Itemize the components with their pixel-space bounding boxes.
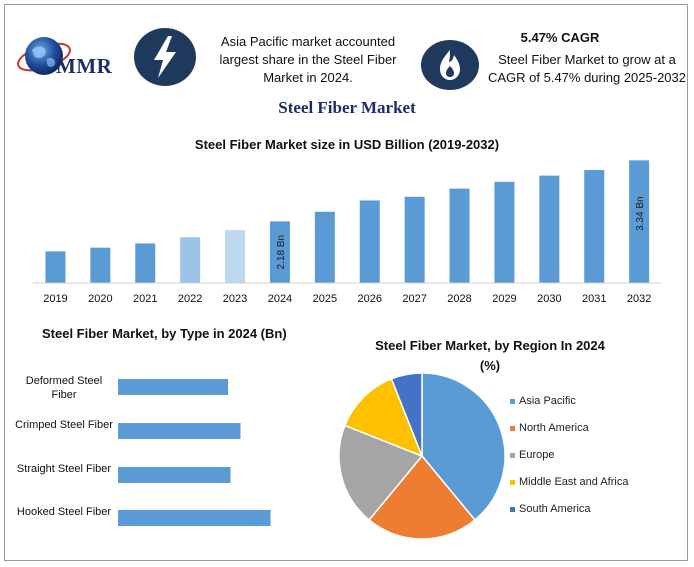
legend-swatch-icon (510, 398, 515, 404)
globe-logo-icon (17, 37, 71, 75)
x-tick-label: 2030 (537, 293, 561, 305)
type-bar (118, 510, 271, 526)
bar-2024 (269, 221, 290, 283)
x-tick-label: 2029 (492, 293, 516, 305)
bar-2029 (494, 181, 515, 283)
region-chart-subtitle: (%) (479, 358, 501, 373)
pie-slice-south-america (390, 372, 423, 457)
bar-2032 (629, 160, 650, 283)
info-asia-pacific-text: Asia Pacific market accounted largest sh… (219, 34, 397, 85)
data-label: 3.34 Bn (635, 196, 646, 230)
legend-south-america: South America (510, 503, 591, 515)
type-label-deformed: Deformed Steel Fiber (25, 375, 103, 401)
x-tick-label: 2019 (43, 293, 67, 305)
legend-swatch-icon (510, 479, 515, 485)
type-bar (118, 423, 241, 439)
x-tick-label: 2025 (313, 293, 337, 305)
bar-2019 (45, 251, 66, 283)
x-tick-label: 2024 (268, 293, 292, 305)
region-pie-chart (338, 372, 506, 540)
legend-north-america: North America (510, 422, 589, 434)
flame-icon (421, 40, 479, 90)
x-tick-label: 2032 (627, 293, 651, 305)
bar-2028 (449, 188, 470, 283)
legend-swatch-icon (510, 452, 515, 458)
data-label: 2.18 Bn (276, 235, 287, 269)
x-tick-label: 2020 (88, 293, 112, 305)
type-label-hooked: Hooked Steel Fiber (16, 506, 112, 518)
pie-slice-north-america (368, 454, 476, 540)
bar-2030 (539, 175, 560, 283)
legend-swatch-icon (510, 506, 515, 512)
cagr-text: Steel Fiber Market to grow at a CAGR of … (487, 52, 686, 85)
x-tick-label: 2021 (133, 293, 157, 305)
x-tick-label: 2031 (582, 293, 606, 305)
bar-2021 (135, 243, 156, 283)
bar-2022 (180, 237, 201, 283)
bar-2026 (359, 200, 380, 283)
cagr-title: 5.47% CAGR (520, 30, 600, 45)
pie-slice-middle-east-and-africa (343, 377, 424, 458)
x-tick-label: 2026 (358, 293, 382, 305)
lightning-icon (134, 28, 196, 86)
legend-europe: Europe (510, 449, 554, 461)
legend-middle-east-africa: Middle East and Africa (510, 476, 628, 488)
region-chart-title: Steel Fiber Market, by Region In 2024 (375, 338, 605, 353)
bar-2020 (90, 247, 111, 283)
x-tick-label: 2022 (178, 293, 202, 305)
bar-2023 (225, 230, 246, 283)
bar-2025 (314, 211, 335, 283)
logo-text: MMR (56, 54, 113, 78)
x-tick-label: 2027 (402, 293, 426, 305)
type-bar (118, 467, 231, 483)
page-title: Steel Fiber Market (278, 98, 416, 117)
bar-2031 (584, 169, 605, 283)
bar-chart: 2019 2020 2021 2022 2023 2024 2025 2026 2027 2028… (33, 160, 662, 305)
type-bar-chart (118, 379, 271, 526)
bar-chart-title: Steel Fiber Market size in USD Billion (… (194, 137, 500, 152)
pie-slice-europe (338, 424, 424, 522)
legend-swatch-icon (510, 425, 515, 431)
type-label-straight: Straight Steel Fiber (16, 463, 112, 475)
bar-2027 (404, 196, 425, 283)
pie-slice-asia-pacific (421, 372, 506, 522)
x-tick-label: 2028 (447, 293, 471, 305)
legend-asia-pacific: Asia Pacific (510, 395, 576, 407)
x-tick-label: 2023 (223, 293, 247, 305)
type-chart-title: Steel Fiber Market, by Type in 2024 (Bn) (42, 326, 287, 341)
type-label-crimped: Crimped Steel Fiber (15, 419, 113, 431)
type-bar (118, 379, 228, 395)
